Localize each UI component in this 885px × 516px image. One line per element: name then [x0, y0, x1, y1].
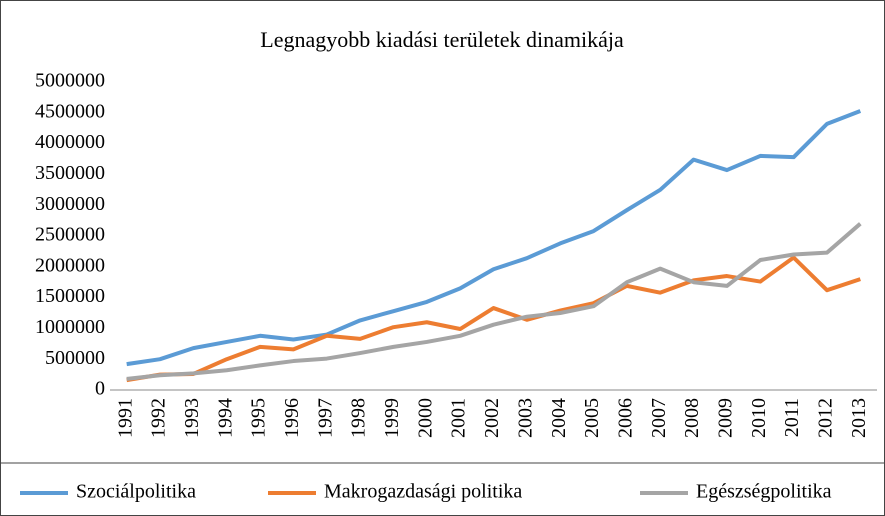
x-tick-label: 1998: [348, 398, 370, 438]
x-tick-label: 2006: [614, 398, 636, 438]
y-tick-label: 4000000: [35, 131, 105, 153]
x-tick-label: 1995: [248, 398, 270, 438]
x-tick-label: 1996: [281, 398, 303, 438]
y-tick-label: 4500000: [35, 100, 105, 122]
legend-label: Szociálpolitika: [76, 481, 196, 503]
x-tick-label: 2009: [715, 398, 737, 438]
legend-label: Makrogazdasági politika: [324, 481, 522, 503]
y-tick-label: 1500000: [35, 285, 105, 307]
legend-label: Egészségpolitika: [696, 481, 832, 503]
x-tick-label: 2002: [481, 398, 503, 438]
y-tick-label: 3000000: [35, 193, 105, 215]
x-tick-label: 2004: [548, 398, 570, 438]
x-tick-label: 2001: [448, 398, 470, 438]
x-tick-label: 1997: [314, 398, 336, 438]
x-tick-label: 2008: [681, 398, 703, 438]
x-tick-label: 1999: [381, 398, 403, 438]
y-tick-label: 5000000: [35, 70, 105, 92]
x-tick-label: 2000: [414, 398, 436, 438]
chart-title: Legnagyobb kiadási területek dinamikája: [260, 27, 624, 52]
line-series: [126, 109, 862, 367]
x-tick-label: 2003: [514, 398, 536, 438]
y-tick-label: 3500000: [35, 162, 105, 184]
y-tick-label: 0: [95, 378, 105, 400]
y-tick-label: 2000000: [35, 254, 105, 276]
y-tick-label: 1000000: [35, 316, 105, 338]
x-tick-label: 1992: [148, 398, 170, 438]
x-tick-label: 2007: [648, 398, 670, 438]
x-tick-label: 1994: [214, 398, 236, 438]
y-tick-label: 500000: [45, 347, 105, 369]
x-tick-label: 2013: [848, 398, 870, 438]
x-tick-label: 1991: [114, 398, 136, 438]
y-tick-label: 2500000: [35, 224, 105, 246]
x-tick-label: 2010: [748, 398, 770, 438]
line-series: [126, 222, 862, 381]
x-tick-label: 1993: [181, 398, 203, 438]
x-tick-label: 2012: [815, 398, 837, 438]
x-tick-label: 2005: [581, 398, 603, 438]
x-tick-label: 2011: [781, 398, 803, 437]
